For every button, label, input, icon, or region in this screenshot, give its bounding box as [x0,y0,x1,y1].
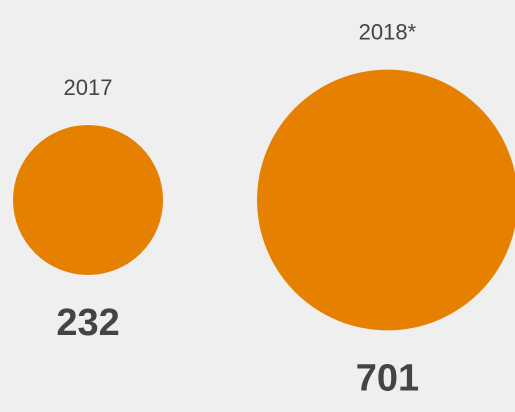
value-label: 701 [356,357,419,399]
bubble [257,69,515,331]
value-label: 232 [56,302,119,344]
category-label: 2018* [359,19,417,44]
bubble [13,124,164,276]
category-label: 2017 [64,75,113,100]
